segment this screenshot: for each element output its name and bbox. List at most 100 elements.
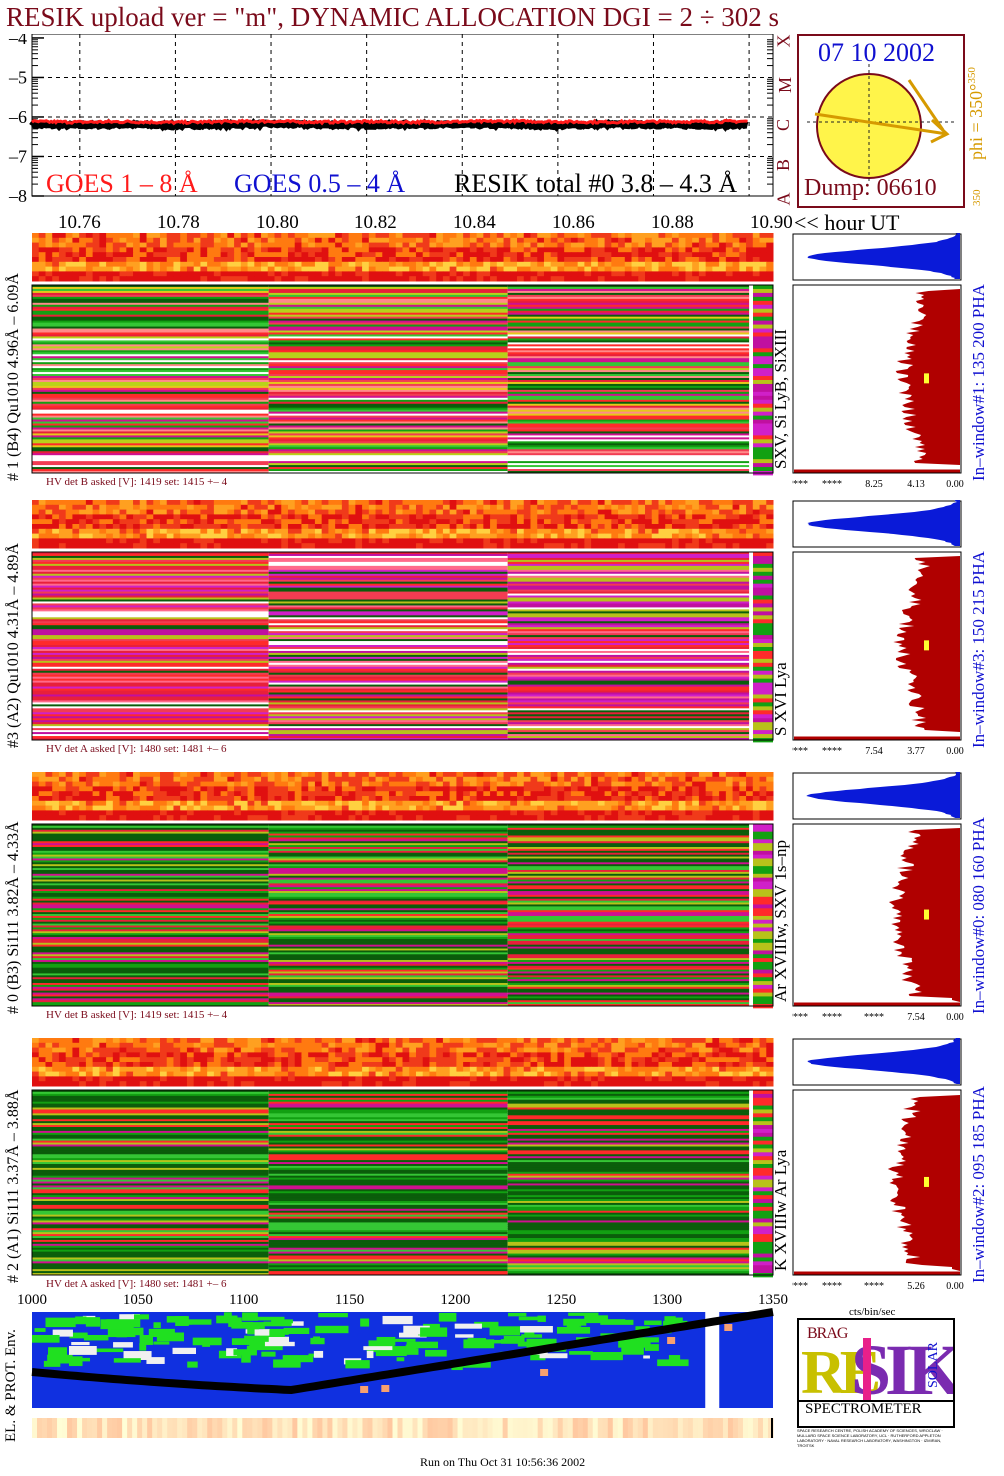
count-strip-cell [429,805,437,811]
count-strip-cell [126,514,134,520]
count-strip-cell [106,1047,114,1053]
count-strip-cell [133,519,141,525]
spectrogram-row [32,451,269,454]
spectrogram-row [507,698,750,701]
spectrogram-row [507,609,750,612]
count-strip-cell [415,810,424,816]
count-strip-cell [38,276,46,282]
spectrogram-row [32,914,269,917]
count-strip-cell [213,1042,222,1049]
count-strip-cell [79,815,87,821]
spectrogram-row [268,718,508,721]
spectrogram-row [268,356,508,359]
count-strip-cell [52,233,60,239]
spectrogram-row [268,896,508,900]
count-strip-cell [746,504,754,511]
count-strip-cell [72,247,80,253]
spectrogram-row [32,389,269,393]
count-strip-cell [490,1052,498,1058]
count-strip-cell [463,1038,471,1044]
count-strip-cell [436,815,444,821]
spectrogram-row [32,984,269,988]
count-strip-cell [665,237,673,244]
count-strip-cell [759,1038,767,1044]
count-strip-cell [38,237,46,244]
spectrogram-row [268,969,508,972]
count-strip-cell [119,276,127,282]
count-strip-cell [362,786,370,792]
count-strip-cell [631,524,639,530]
count-strip-cell [72,786,80,792]
count-strip-cell [301,257,309,263]
count-strip-cell [496,1052,505,1058]
count-strip-cell [382,781,390,787]
spectrogram-row [268,979,508,982]
count-strip-cell [523,519,531,525]
count-strip-cell [665,252,673,258]
count-strip-cell [106,500,114,506]
count-strip-cell [510,1042,518,1049]
count-strip-cell [301,1057,309,1063]
spectrogram-row [268,378,508,381]
count-strip-cell [254,237,262,244]
count-strip-cell [200,500,208,506]
count-strip-cell [341,781,350,787]
count-strip-cell [106,796,114,802]
pha-window-label: In–window#3: 150 215 PHA [969,551,988,748]
spectrogram-row [32,688,269,691]
count-strip-cell [422,261,430,268]
count-strip-cell [227,538,235,544]
count-strip-cell [355,800,363,807]
count-strip-cell [207,791,215,797]
count-strip-cell [281,252,289,258]
count-strip-cell [705,786,713,792]
spectrogram-row [507,356,750,359]
count-strip-cell [631,772,639,778]
count-strip-cell [469,504,478,511]
count-strip-cell [45,528,53,535]
count-strip-cell [355,528,363,535]
count-strip-cell [389,815,397,821]
count-strip-cell [355,242,363,248]
count-strip-cell [645,509,653,515]
count-strip-cell [173,500,181,506]
count-strip-cell [597,1038,606,1044]
count-strip-cell [645,519,653,525]
count-strip-cell [65,1052,73,1058]
count-strip-cell [463,543,471,549]
count-strip-cell [739,242,747,248]
count-strip-cell [449,261,457,268]
count-strip-cell [631,796,639,802]
count-strip-cell [234,543,242,549]
count-strip-cell [106,233,114,239]
count-strip-cell [550,1038,558,1044]
count-strip-cell [159,257,168,263]
count-strip-cell [92,776,100,783]
count-strip-cell [166,815,174,821]
count-strip-cell [739,1038,747,1044]
spectrogram-row [268,839,508,842]
count-strip-cell [732,796,740,802]
count-strip-cell [207,500,215,506]
goes-legend-1-8: GOES 1 – 8 Å [46,169,198,198]
count-strip-cell [678,519,686,525]
spectrogram-row [268,593,508,596]
count-strip-cell [719,504,727,511]
count-strip-cell [752,276,761,282]
count-strip-cell [159,524,168,530]
count-strip-cell [126,261,134,268]
count-strip-cell [220,543,228,549]
count-strip-cell [510,810,518,816]
spectrogram-row [507,467,750,470]
count-strip-cell [570,533,579,539]
spectrogram-row [507,591,750,594]
spectrogram-row [268,555,508,559]
count-strip-cell [510,504,518,511]
count-strip-cell [456,252,464,258]
spectrogram-edge [753,862,773,867]
count-strip-cell [52,781,60,787]
count-strip-cell [759,524,767,530]
spectrogram-edge [753,635,773,640]
spectrogram-row [32,393,269,397]
count-strip-cell [382,805,390,811]
